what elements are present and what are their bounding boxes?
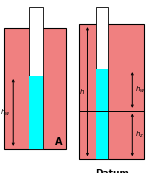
Bar bbox=[29, 7, 43, 149]
Text: A: A bbox=[55, 137, 63, 147]
Text: $h_w$: $h_w$ bbox=[0, 107, 10, 117]
Text: $h_z$: $h_z$ bbox=[135, 130, 144, 140]
Bar bbox=[29, 76, 43, 149]
Bar bbox=[4, 28, 66, 149]
Text: $h_w$: $h_w$ bbox=[135, 85, 145, 95]
Bar bbox=[96, 69, 108, 159]
Bar bbox=[96, 7, 108, 159]
Bar bbox=[79, 24, 144, 159]
Text: Datum: Datum bbox=[95, 169, 129, 173]
Text: $h$: $h$ bbox=[78, 87, 85, 96]
